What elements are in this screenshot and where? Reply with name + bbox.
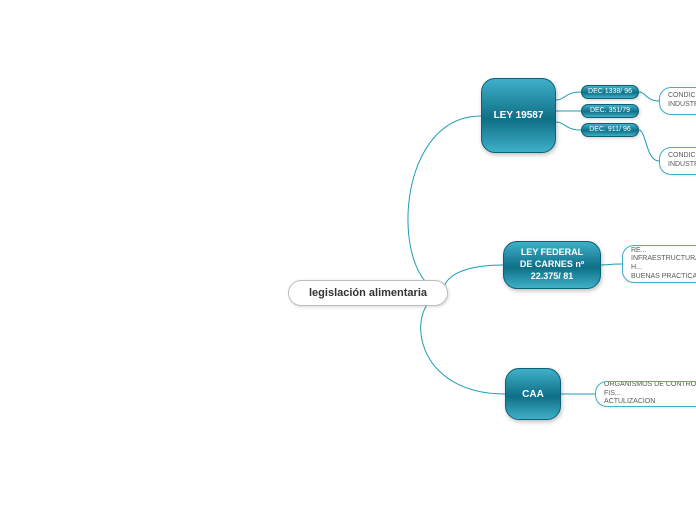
outpill-label: CONDIC... INDUSTR... bbox=[668, 92, 696, 110]
node-dec-1338-96[interactable]: DEC 1338/ 96 bbox=[581, 85, 639, 99]
outpill-label: ORGANISMOS DE CONTROL, FIS... ACTULIZACI… bbox=[604, 381, 696, 407]
pill-label: DEC 1338/ 96 bbox=[588, 88, 632, 96]
node-ley-federal-carnes[interactable]: LEY FEDERAL DE CARNES nº 22.375/ 81 bbox=[503, 241, 601, 289]
node-caa[interactable]: CAA bbox=[505, 368, 561, 420]
node-dec-351-79[interactable]: DEC. 351/79 bbox=[581, 104, 639, 118]
node-outline-4[interactable]: ORGANISMOS DE CONTROL, FIS... ACTULIZACI… bbox=[595, 381, 696, 407]
pill-label: DEC. 911/ 96 bbox=[589, 126, 631, 134]
node-label: LEY FEDERAL DE CARNES nº 22.375/ 81 bbox=[520, 247, 584, 282]
node-outline-3[interactable]: DESARROLLA LOS RE... INFRAESTRUCTURA, H.… bbox=[622, 245, 696, 283]
outpill-label: CONDICION... INDUSTRIA... bbox=[668, 152, 696, 170]
node-label: LEY 19587 bbox=[494, 109, 544, 122]
outpill-label: DESARROLLA LOS RE... INFRAESTRUCTURA, H.… bbox=[631, 245, 696, 283]
pill-label: DEC. 351/79 bbox=[590, 107, 630, 115]
root-node[interactable]: legislación alimentaria bbox=[288, 280, 448, 306]
node-ley-19587[interactable]: LEY 19587 bbox=[481, 78, 556, 153]
node-dec-911-96[interactable]: DEC. 911/ 96 bbox=[581, 123, 639, 137]
node-label: CAA bbox=[522, 388, 544, 401]
node-outline-1[interactable]: CONDIC... INDUSTR... bbox=[659, 87, 696, 115]
node-outline-2[interactable]: CONDICION... INDUSTRIA... bbox=[659, 147, 696, 175]
root-label: legislación alimentaria bbox=[309, 287, 427, 299]
